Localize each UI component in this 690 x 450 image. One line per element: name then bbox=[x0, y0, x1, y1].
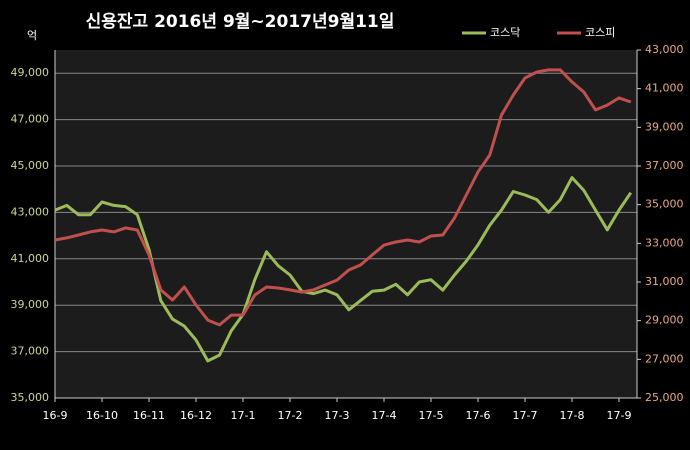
y2-tick-label: 33,000 bbox=[645, 236, 684, 249]
x-tick-label: 17-4 bbox=[372, 409, 397, 422]
x-tick-label: 17-8 bbox=[560, 409, 585, 422]
chart-title: 신용잔고 2016년 9월~2017년9월11일 bbox=[86, 12, 395, 32]
x-tick-label: 17-6 bbox=[466, 409, 491, 422]
y-tick-label: 39,000 bbox=[11, 298, 50, 311]
x-tick-label: 17-1 bbox=[231, 409, 256, 422]
plot-area bbox=[55, 50, 637, 398]
x-tick-label: 16-12 bbox=[180, 409, 212, 422]
y2-tick-label: 39,000 bbox=[645, 120, 684, 133]
y2-tick-label: 29,000 bbox=[645, 314, 684, 327]
line-series bbox=[54, 68, 632, 327]
x-tick-label: 17-2 bbox=[278, 409, 303, 422]
x-tick-label: 16-10 bbox=[86, 409, 118, 422]
x-tick-label: 17-3 bbox=[325, 409, 350, 422]
x-tick-label: 16-9 bbox=[43, 409, 68, 422]
y2-tick-label: 43,000 bbox=[645, 43, 684, 56]
y2-tick-label: 35,000 bbox=[645, 198, 684, 211]
y2-tick-label: 41,000 bbox=[645, 82, 684, 95]
y-tick-label: 37,000 bbox=[11, 345, 50, 358]
x-tick-label: 17-7 bbox=[513, 409, 538, 422]
y-tick-label: 43,000 bbox=[11, 205, 50, 218]
x-tick-label: 16-11 bbox=[133, 409, 165, 422]
y-tick-label: 49,000 bbox=[11, 66, 50, 79]
y-tick-label: 41,000 bbox=[11, 252, 50, 265]
x-tick-label: 17-9 bbox=[607, 409, 632, 422]
legend-label: 코스피 bbox=[585, 26, 615, 39]
y-tick-label: 35,000 bbox=[11, 391, 50, 404]
y-tick-label: 45,000 bbox=[11, 159, 50, 172]
y2-tick-label: 37,000 bbox=[645, 159, 684, 172]
y-tick-label: 47,000 bbox=[11, 113, 50, 126]
y2-tick-label: 31,000 bbox=[645, 275, 684, 288]
y2-tick-label: 27,000 bbox=[645, 352, 684, 365]
legend-label: 코스닥 bbox=[490, 26, 520, 39]
y2-tick-label: 25,000 bbox=[645, 391, 684, 404]
x-tick-label: 17-5 bbox=[419, 409, 444, 422]
y-axis-label: 억 bbox=[27, 29, 37, 42]
